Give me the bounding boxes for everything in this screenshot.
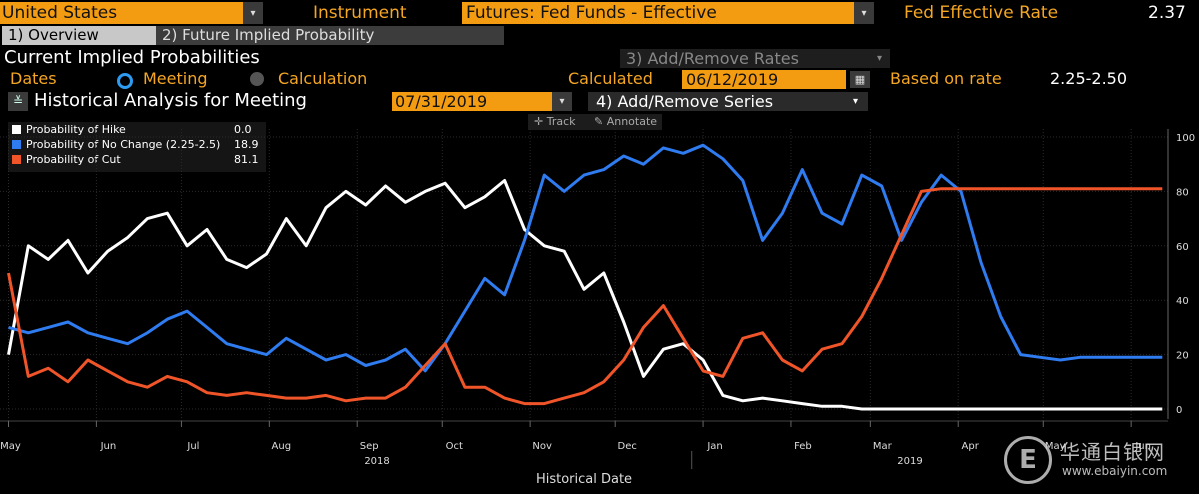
rate-label: Fed Effective Rate bbox=[904, 3, 1059, 23]
y-tick-label: 0 bbox=[1176, 405, 1182, 416]
annotate-label: Annotate bbox=[606, 115, 658, 128]
legend-item[interactable]: Probability of Hike 0.0 bbox=[8, 122, 266, 137]
watermark-cn: 华通白银网 bbox=[1060, 440, 1165, 464]
x-tick-label: Apr bbox=[962, 441, 980, 452]
add-remove-series-label: 4) Add/Remove Series bbox=[596, 92, 774, 111]
meeting-date-value: 07/31/2019 bbox=[395, 92, 488, 111]
legend-label: Probability of Cut bbox=[26, 153, 121, 166]
pencil-icon: ✎ bbox=[594, 115, 604, 128]
legend-item[interactable]: Probability of Cut 81.1 bbox=[8, 152, 266, 167]
country-value: United States bbox=[2, 3, 118, 23]
chevron-down-icon: ▾ bbox=[852, 96, 858, 107]
rate-value: 2.37 bbox=[1148, 3, 1186, 23]
legend-label: Probability of No Change (2.25-2.5) bbox=[26, 138, 221, 151]
radio-calculation[interactable] bbox=[250, 72, 264, 86]
meeting-date-select[interactable]: 07/31/2019 ▾ bbox=[392, 92, 572, 111]
calendar-icon[interactable]: ▦ bbox=[850, 71, 870, 88]
x-tick-label: Feb bbox=[794, 441, 812, 452]
crosshair-icon: ✛ bbox=[534, 115, 544, 128]
x-year-label: 2018 bbox=[364, 456, 389, 467]
x-tick-label: Oct bbox=[446, 441, 463, 452]
radio-calculation-label: Calculation bbox=[278, 69, 368, 88]
based-on-rate-value: 2.25-2.50 bbox=[1050, 69, 1128, 88]
chevron-down-icon[interactable]: ▾ bbox=[854, 2, 874, 24]
chevron-down-icon[interactable]: ▾ bbox=[552, 92, 572, 111]
tab-overview[interactable]: 1) Overview bbox=[2, 26, 162, 45]
radio-meeting-label: Meeting bbox=[143, 69, 208, 88]
instrument-value: Futures: Fed Funds - Effective bbox=[466, 3, 717, 23]
series-line-1 bbox=[7, 179, 1163, 411]
x-tick-label: Nov bbox=[532, 441, 552, 452]
y-tick-label: 100 bbox=[1176, 133, 1195, 144]
legend-value: 81.1 bbox=[234, 153, 259, 166]
dates-label: Dates bbox=[10, 69, 57, 88]
chevron-down-icon[interactable]: ▾ bbox=[243, 2, 263, 24]
analysis-title: Historical Analysis for Meeting bbox=[34, 90, 307, 111]
calculated-date-field[interactable]: 06/12/2019 bbox=[682, 70, 846, 89]
country-select[interactable]: United States ▾ bbox=[0, 2, 263, 24]
calculated-date-value: 06/12/2019 bbox=[686, 70, 779, 89]
legend-item[interactable]: Probability of No Change (2.25-2.5) 18.9 bbox=[8, 137, 266, 152]
x-tick-label: Jul bbox=[186, 441, 199, 452]
legend-swatch bbox=[12, 155, 21, 164]
x-tick-label: Aug bbox=[272, 441, 292, 452]
track-button[interactable]: ✛ Track bbox=[534, 114, 576, 130]
track-label: Track bbox=[546, 115, 576, 128]
series-line-2 bbox=[8, 143, 1163, 373]
x-tick-label: Dec bbox=[618, 441, 637, 452]
x-tick-label: Mar bbox=[873, 441, 893, 452]
instrument-select[interactable]: Futures: Fed Funds - Effective ▾ bbox=[462, 2, 874, 24]
based-on-rate-label: Based on rate bbox=[890, 69, 1002, 88]
instrument-label: Instrument bbox=[313, 3, 407, 23]
tab-overview-label: 1) Overview bbox=[8, 26, 99, 44]
add-remove-rates-button[interactable]: 3) Add/Remove Rates ▾ bbox=[620, 49, 890, 68]
add-remove-rates-label: 3) Add/Remove Rates bbox=[626, 49, 799, 68]
y-tick-label: 80 bbox=[1176, 187, 1189, 198]
x-tick-label: May bbox=[0, 441, 21, 452]
collapse-icon[interactable]: ≚ bbox=[8, 92, 28, 111]
calculated-label: Calculated bbox=[568, 69, 653, 88]
y-tick-label: 60 bbox=[1176, 242, 1189, 253]
watermark-url: www.ebaiyin.com bbox=[1062, 464, 1168, 478]
x-tick-label: May bbox=[1045, 441, 1066, 452]
chevron-down-icon: ▾ bbox=[876, 53, 882, 64]
x-axis-title: Historical Date bbox=[536, 472, 632, 487]
legend-label: Probability of Hike bbox=[26, 123, 126, 136]
annotate-button[interactable]: ✎ Annotate bbox=[594, 114, 657, 130]
x-tick-label: Jan bbox=[706, 441, 722, 452]
section-title: Current Implied Probabilities bbox=[4, 47, 260, 68]
radio-meeting[interactable] bbox=[117, 73, 133, 89]
watermark: E 华通白银网 www.ebaiyin.com bbox=[1004, 432, 1194, 490]
x-year-label: 2019 bbox=[897, 456, 922, 467]
x-tick-label: Jun bbox=[1134, 441, 1151, 452]
add-remove-series-button[interactable]: 4) Add/Remove Series ▾ bbox=[588, 92, 868, 111]
series-line-3 bbox=[7, 187, 1163, 406]
chart-legend: Probability of Hike 0.0 Probability of N… bbox=[8, 122, 266, 172]
y-tick-label: 20 bbox=[1176, 351, 1189, 362]
chart-toolbar: ✛ Track ✎ Annotate bbox=[528, 114, 662, 130]
y-tick-label: 40 bbox=[1176, 296, 1189, 307]
x-tick-label: Jun bbox=[100, 441, 117, 452]
legend-value: 0.0 bbox=[234, 123, 252, 136]
x-tick-label: Sep bbox=[360, 441, 379, 452]
legend-swatch bbox=[12, 140, 21, 149]
legend-value: 18.9 bbox=[234, 138, 259, 151]
tab-future-implied-probability[interactable]: 2) Future Implied Probability bbox=[156, 26, 504, 45]
legend-swatch bbox=[12, 125, 21, 134]
watermark-logo-icon: E bbox=[1004, 436, 1052, 484]
tab-future-label: 2) Future Implied Probability bbox=[162, 26, 375, 44]
